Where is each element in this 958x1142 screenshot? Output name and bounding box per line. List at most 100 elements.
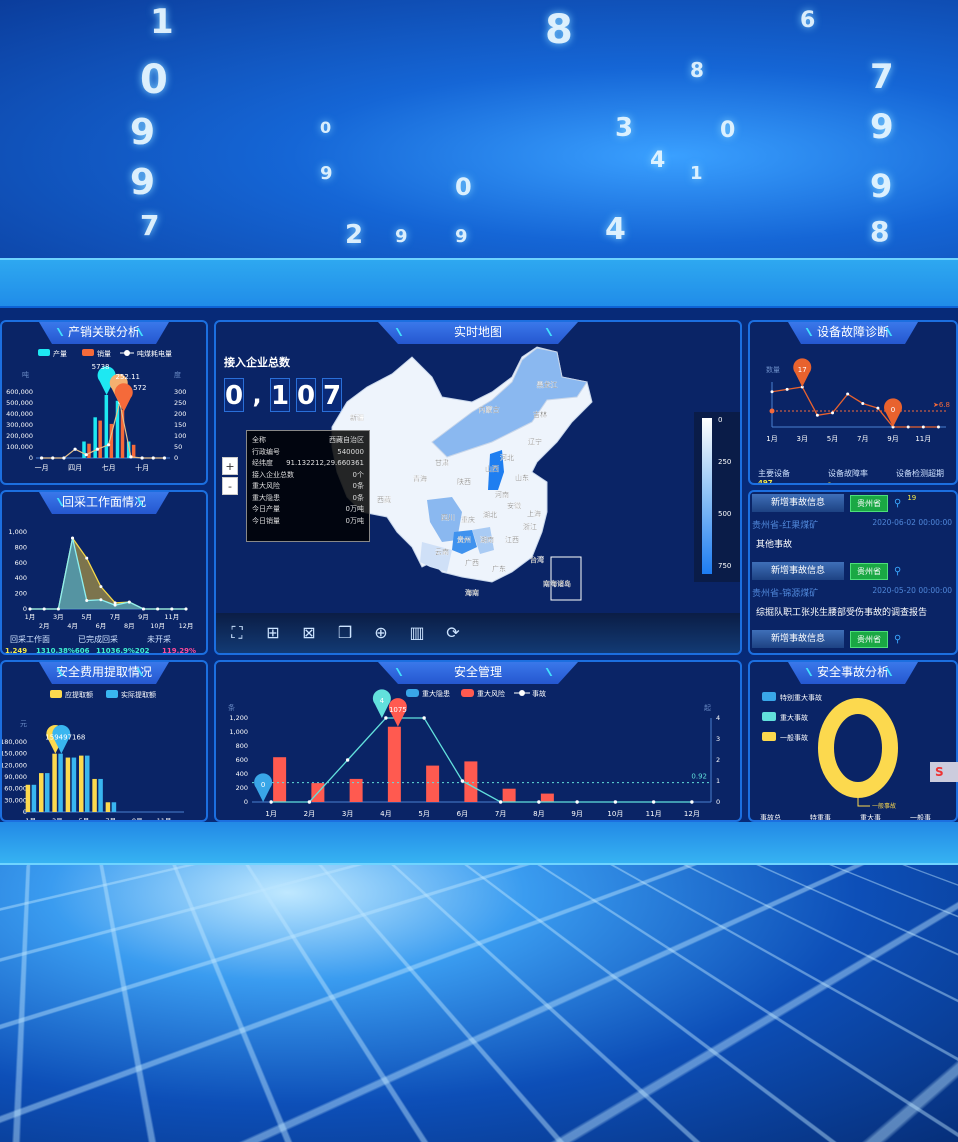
tooltip-row: 重大风险 0条 [252, 481, 364, 493]
add-accident-button[interactable]: 新增事故信息 [752, 630, 844, 648]
accident-item[interactable]: 新增事故信息 贵州省 ⚲ 贵州省-锦源煤矿 2020-05-20 00:00:00 综掘队… [752, 562, 956, 618]
accident-mine-row: 贵州省-锦源煤矿 2020-05-20 00:00:00 [752, 586, 956, 599]
y-tick-label: 400 [15, 574, 27, 582]
x-tick-label: 7月 [857, 435, 868, 443]
y-tick-label: 400,000 [6, 410, 33, 418]
line-point [141, 607, 145, 611]
y-tick-label: 600,000 [6, 388, 33, 396]
bar-major-risk [464, 761, 478, 802]
tooltip-value: 540000 [337, 447, 364, 456]
marker-pin [114, 383, 133, 412]
y-tick-label: 300,000 [6, 421, 33, 429]
y-tick-label: 1,000 [8, 528, 27, 536]
location-pin-icon[interactable]: ⚲ [894, 497, 902, 509]
bar-required [52, 753, 57, 812]
x-tick-label: 3月 [797, 435, 808, 443]
legend-label: 事故 [532, 689, 546, 698]
line-point [28, 607, 32, 611]
line-point [106, 443, 111, 447]
line-point [56, 607, 60, 611]
line-point [831, 411, 835, 415]
bar-major-risk [540, 793, 554, 802]
y2-tick-label: 3 [716, 735, 720, 743]
zoom-out-button[interactable]: - [222, 477, 238, 495]
legend-label: 应提取额 [65, 690, 93, 699]
y-axis-label: 数量 [766, 365, 780, 374]
tooltip-value: 0个 [352, 470, 364, 479]
legend-label: 重大风险 [477, 689, 505, 698]
province-label: 江西 [505, 536, 519, 544]
location-pin-icon[interactable]: ⚲ [894, 565, 902, 577]
location-pin-icon[interactable]: ⚲ [894, 633, 902, 645]
y-tick-label: 200,000 [6, 432, 33, 440]
line-point [422, 716, 426, 720]
line-point [156, 607, 160, 611]
accident-count: 19 [907, 494, 917, 502]
average-label: 0.92 [691, 773, 707, 781]
accident-item[interactable]: 新增事故信息 贵州省 ⚲ 19 贵州省-红果煤矿 2020-06-02 00:00:00 其… [752, 494, 956, 550]
province-label: 河北 [500, 454, 514, 462]
x-tick-label: 4月 [380, 810, 391, 818]
line-power [41, 402, 165, 459]
line-point [113, 603, 117, 607]
province-badge[interactable]: 贵州省 [850, 562, 888, 580]
bar-actual [31, 784, 37, 812]
tooltip-value: 0条 [352, 493, 364, 502]
zoom-in-button[interactable]: + [222, 457, 238, 475]
province-label: 广西 [465, 558, 479, 567]
marker-sales-max: 572 [114, 383, 146, 412]
footer-value: 1310.38%606 [36, 647, 90, 655]
refresh-icon[interactable]: ⟳ [446, 623, 460, 642]
footer-label: 事故总 [760, 813, 781, 822]
province-label: 广东 [492, 564, 506, 573]
tooltip-key: 今日销量 [252, 516, 280, 525]
side-widget-button[interactable]: S [930, 762, 958, 782]
marker-pin [388, 698, 407, 727]
panel-accident-list[interactable]: 新增事故信息 贵州省 ⚲ 19 贵州省-红果煤矿 2020-06-02 00:00:00 其… [748, 490, 958, 655]
tooltip-row: 重大隐患 0条 [252, 493, 364, 505]
tooltip-row: 接入企业总数 0个 [252, 470, 364, 482]
footer-value: 497 [758, 479, 773, 485]
y-tick-label: 90,000 [4, 773, 27, 781]
tooltip-key: 经纬度 [252, 459, 273, 467]
province-badge[interactable]: 贵州省 [850, 494, 888, 512]
bar-required [92, 778, 97, 812]
globe-icon[interactable]: ⊕ [374, 623, 388, 642]
background-digit: 0 [720, 118, 736, 143]
footer-value: - [828, 479, 831, 485]
y-tick-label: 200 [236, 784, 248, 792]
line-point [876, 406, 880, 410]
province-badge[interactable]: 贵州省 [850, 630, 888, 648]
marker-min: 0 [884, 398, 903, 427]
add-accident-button[interactable]: 新增事故信息 [752, 562, 844, 580]
panel-production-sales: 产销关联分析 产量 销量 吨煤耗电量吨 度 600,000 500,000 400,000 3… [0, 320, 208, 485]
bar-actual [58, 753, 63, 812]
expand-icon[interactable]: ⊞ [266, 623, 280, 642]
accident-item[interactable]: 新增事故信息 贵州省 ⚲ [752, 630, 956, 648]
province-label: 上海 [527, 509, 541, 518]
layers-icon[interactable]: ❒ [337, 623, 353, 642]
tooltip-value: 0万吨 [345, 516, 364, 525]
province-label: 新疆 [350, 413, 364, 422]
province-sichuan [427, 497, 462, 542]
footer-label: 设备故障率 [828, 469, 868, 478]
bar-major-risk [502, 788, 516, 802]
shrink-icon[interactable]: ⊠ [302, 623, 316, 642]
marker-pin [884, 398, 903, 427]
map-color-scale[interactable]: 0 250 500 750 [694, 412, 740, 582]
counter-digit: 1 [270, 378, 290, 412]
bar-production [126, 441, 131, 458]
marker-pin [97, 366, 116, 395]
x-tick-label: 8月 [124, 622, 135, 630]
tooltip-row: 经纬度 91.132212,29.660361 [252, 458, 364, 470]
building-icon[interactable]: ▥ [409, 623, 425, 642]
add-accident-button[interactable]: 新增事故信息 [752, 494, 844, 512]
bar-actual [85, 755, 90, 812]
tooltip-key: 重大隐患 [252, 493, 280, 502]
x-tick-label: 5月 [418, 810, 429, 818]
fullscreen-icon[interactable]: ⛶ [231, 623, 243, 642]
y-tick-label: 600 [15, 559, 27, 567]
line-point [537, 800, 541, 804]
